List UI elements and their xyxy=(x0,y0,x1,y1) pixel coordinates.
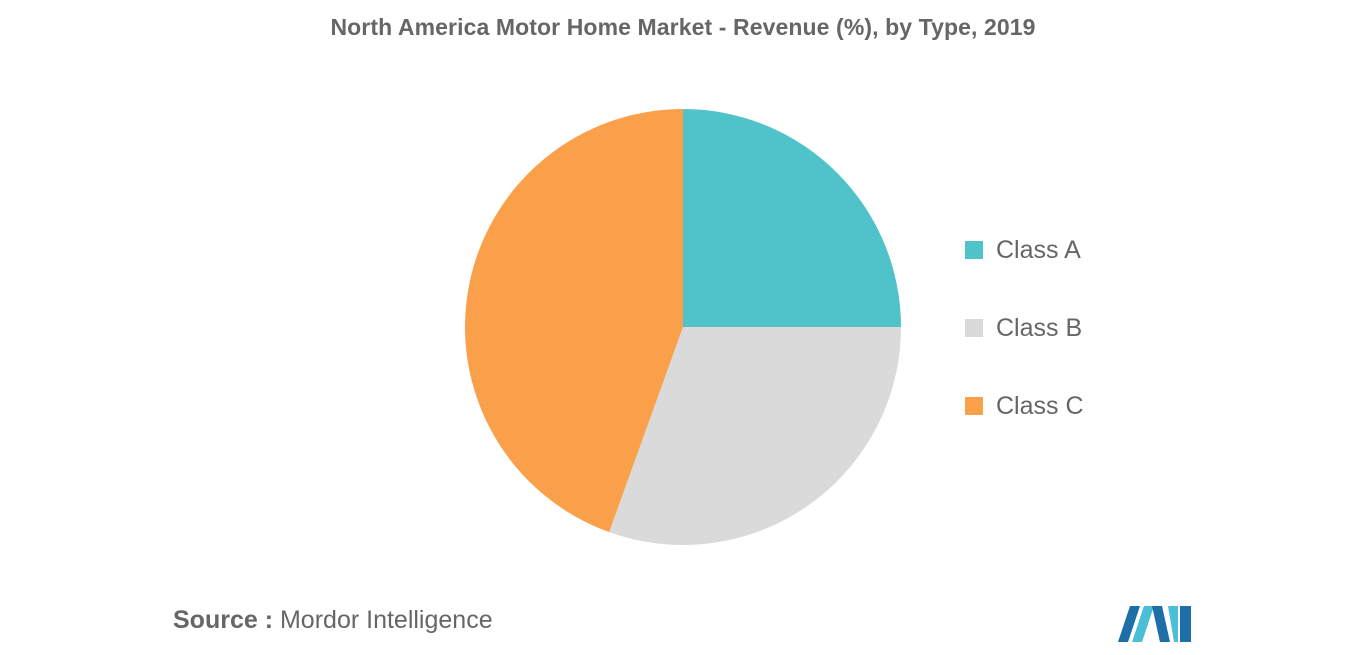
legend-swatch-class-b xyxy=(965,319,983,337)
pie-slices xyxy=(465,109,901,545)
pie-slice-class-a xyxy=(683,109,901,327)
logo-left-chevron xyxy=(1132,606,1154,642)
logo-right-bar xyxy=(1180,606,1191,642)
legend-swatch-class-a xyxy=(965,241,983,259)
legend-item-class-a: Class A xyxy=(965,232,1084,268)
pie-slice-class-b xyxy=(609,327,901,545)
legend-label-class-c: Class C xyxy=(996,391,1084,420)
source-text: Mordor Intelligence xyxy=(279,606,493,634)
logo-right-chevron xyxy=(1168,606,1178,642)
logo-mid-bar xyxy=(1152,606,1170,642)
source-prefix: Source : xyxy=(173,606,274,634)
legend-label-class-b: Class B xyxy=(996,313,1083,342)
mordor-intelligence-logo-icon xyxy=(1118,606,1191,642)
legend-item-class-c: Class C xyxy=(965,388,1084,424)
pie-slice-class-c xyxy=(465,109,683,533)
chart-title: North America Motor Home Market - Revenu… xyxy=(330,14,1036,40)
legend-item-class-b: Class B xyxy=(965,310,1084,346)
legend: Class A Class B Class C xyxy=(965,232,1084,466)
legend-swatch-class-c xyxy=(965,397,983,415)
legend-label-class-a: Class A xyxy=(996,235,1081,264)
source-note: Source : Mordor Intelligence xyxy=(173,606,493,635)
logo-left-bar xyxy=(1118,606,1140,642)
